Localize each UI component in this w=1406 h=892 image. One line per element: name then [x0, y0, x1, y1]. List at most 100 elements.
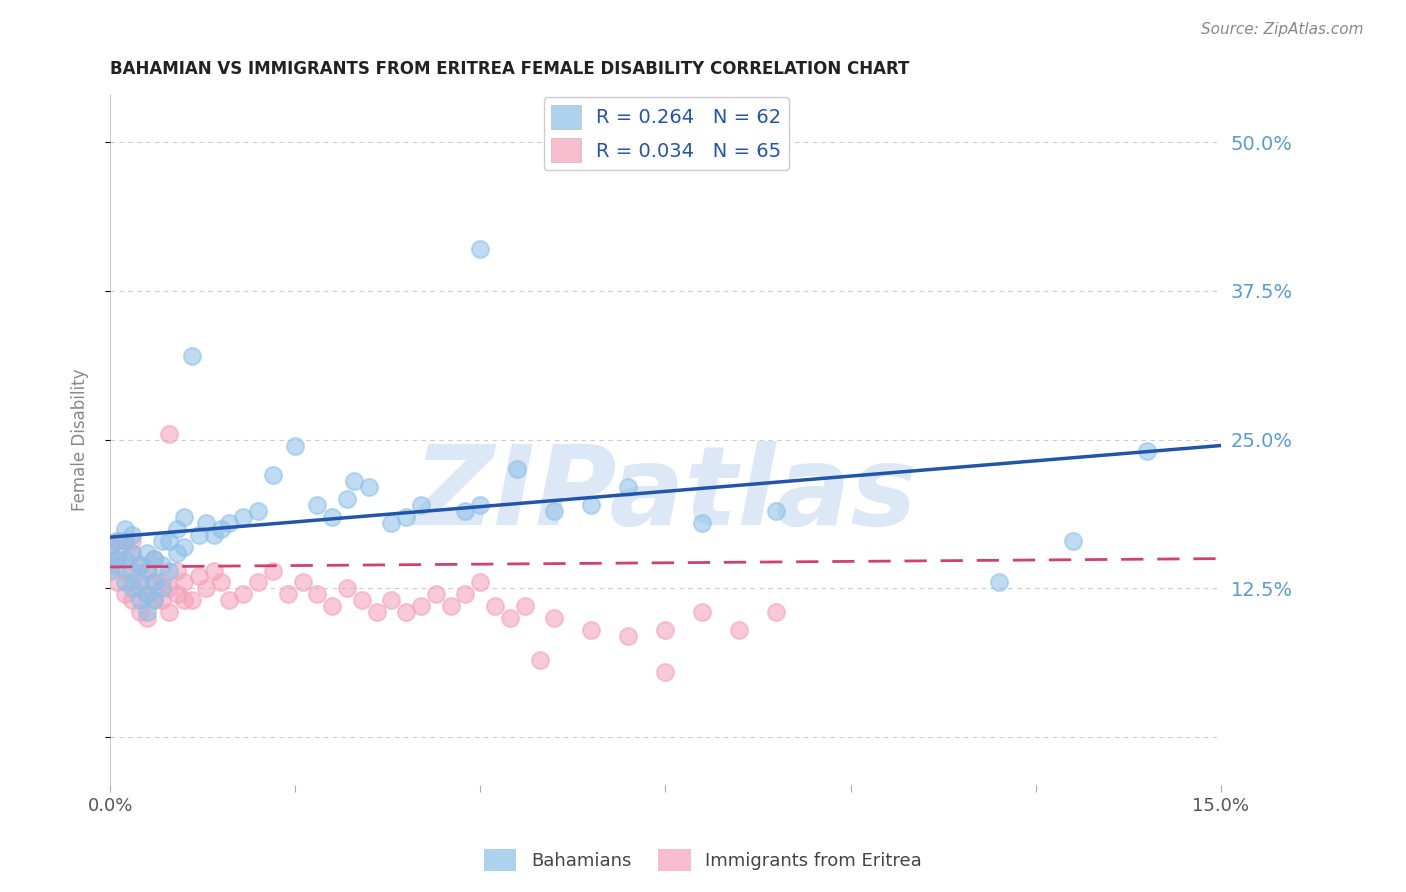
Point — [121, 546, 143, 560]
Point — [513, 599, 536, 614]
Point — [180, 349, 202, 363]
Point — [143, 551, 166, 566]
Point — [143, 593, 166, 607]
Point — [121, 582, 143, 596]
Point — [150, 582, 173, 596]
Point — [114, 533, 136, 548]
Point — [107, 533, 129, 548]
Point — [98, 564, 121, 578]
Point — [114, 533, 136, 548]
Point — [180, 593, 202, 607]
Point — [114, 522, 136, 536]
Point — [395, 510, 418, 524]
Point — [440, 599, 463, 614]
Point — [136, 605, 159, 619]
Point — [692, 605, 714, 619]
Point — [98, 558, 121, 572]
Point — [173, 575, 195, 590]
Text: Source: ZipAtlas.com: Source: ZipAtlas.com — [1201, 22, 1364, 37]
Point — [136, 564, 159, 578]
Point — [343, 475, 366, 489]
Point — [121, 564, 143, 578]
Point — [202, 564, 225, 578]
Point — [114, 564, 136, 578]
Point — [218, 516, 240, 530]
Point — [157, 533, 180, 548]
Point — [157, 564, 180, 578]
Point — [543, 504, 565, 518]
Point — [166, 587, 188, 601]
Point — [218, 593, 240, 607]
Point — [321, 599, 343, 614]
Point — [143, 575, 166, 590]
Point — [1062, 533, 1084, 548]
Point — [114, 575, 136, 590]
Point — [307, 587, 329, 601]
Point — [195, 582, 218, 596]
Point — [247, 575, 270, 590]
Point — [232, 510, 254, 524]
Point — [136, 587, 159, 601]
Point — [114, 587, 136, 601]
Point — [581, 623, 603, 637]
Point — [121, 593, 143, 607]
Point — [166, 564, 188, 578]
Point — [121, 533, 143, 548]
Point — [262, 468, 284, 483]
Point — [143, 551, 166, 566]
Point — [728, 623, 751, 637]
Point — [209, 522, 232, 536]
Point — [395, 605, 418, 619]
Point — [336, 582, 359, 596]
Point — [581, 498, 603, 512]
Y-axis label: Female Disability: Female Disability — [72, 368, 89, 511]
Point — [284, 438, 307, 452]
Point — [128, 605, 150, 619]
Point — [765, 504, 787, 518]
Point — [350, 593, 373, 607]
Text: ZIPatlas: ZIPatlas — [413, 442, 917, 549]
Point — [654, 665, 676, 679]
Point — [128, 582, 150, 596]
Point — [187, 569, 209, 583]
Legend: Bahamians, Immigrants from Eritrea: Bahamians, Immigrants from Eritrea — [477, 842, 929, 879]
Point — [136, 546, 159, 560]
Point — [1136, 444, 1159, 458]
Point — [150, 533, 173, 548]
Point — [143, 575, 166, 590]
Point — [380, 516, 402, 530]
Point — [454, 587, 477, 601]
Point — [470, 575, 492, 590]
Point — [987, 575, 1010, 590]
Point — [380, 593, 402, 607]
Text: BAHAMIAN VS IMMIGRANTS FROM ERITREA FEMALE DISABILITY CORRELATION CHART: BAHAMIAN VS IMMIGRANTS FROM ERITREA FEMA… — [110, 60, 910, 78]
Point — [277, 587, 299, 601]
Point — [98, 540, 121, 554]
Point — [107, 558, 129, 572]
Point — [157, 582, 180, 596]
Point — [107, 551, 129, 566]
Point — [692, 516, 714, 530]
Point — [617, 480, 640, 494]
Point — [128, 558, 150, 572]
Point — [114, 551, 136, 566]
Point — [654, 623, 676, 637]
Point — [150, 575, 173, 590]
Point — [307, 498, 329, 512]
Point — [157, 426, 180, 441]
Point — [98, 540, 121, 554]
Point — [359, 480, 381, 494]
Point — [128, 575, 150, 590]
Point — [173, 593, 195, 607]
Point — [166, 546, 188, 560]
Point — [166, 522, 188, 536]
Point — [136, 564, 159, 578]
Point — [209, 575, 232, 590]
Point — [499, 611, 522, 625]
Point — [107, 533, 129, 548]
Legend: R = 0.264   N = 62, R = 0.034   N = 65: R = 0.264 N = 62, R = 0.034 N = 65 — [544, 97, 789, 170]
Point — [470, 498, 492, 512]
Point — [291, 575, 314, 590]
Point — [470, 242, 492, 256]
Point — [321, 510, 343, 524]
